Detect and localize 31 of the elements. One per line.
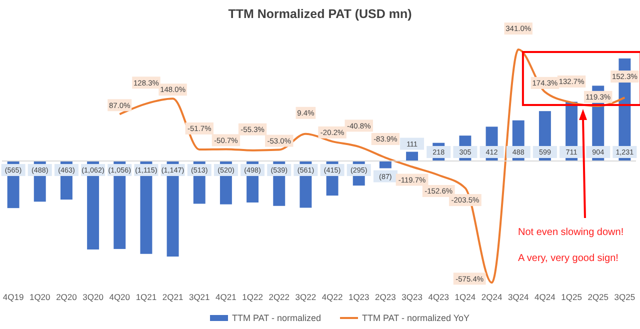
x-tick-label: 4Q20: [109, 292, 130, 302]
x-tick-label: 2Q23: [375, 292, 396, 302]
x-tick-label: 4Q21: [216, 292, 237, 302]
x-tick-label: 1Q23: [348, 292, 370, 302]
bar: [379, 161, 392, 168]
x-tick-label: 4Q22: [322, 292, 343, 302]
x-tick-label: 3Q23: [402, 292, 423, 302]
legend-label: TTM PAT - normalized: [232, 313, 322, 323]
annotation: A very, very good sign!: [518, 253, 618, 264]
chart-title: TTM Normalized PAT (USD mn): [228, 7, 412, 21]
x-tick-label: 1Q21: [136, 292, 157, 302]
x-tick-label: 3Q25: [614, 292, 636, 302]
x-tick-label: 4Q19: [2, 292, 24, 302]
x-tick-label: 1Q24: [454, 292, 476, 302]
x-tick-label: 2Q21: [162, 292, 184, 302]
x-tick-label: 1Q22: [242, 292, 264, 302]
x-tick-label: 3Q20: [82, 292, 104, 302]
bar: [406, 152, 418, 162]
x-tick-label: 2Q24: [481, 292, 502, 302]
x-tick-label: 3Q21: [188, 292, 210, 302]
x-tick-label: 4Q23: [428, 292, 450, 302]
x-tick-label: 2Q25: [588, 292, 609, 302]
x-tick-label: 3Q24: [508, 292, 530, 302]
annotation: Not even slowing down!: [518, 227, 624, 238]
x-tick-label: 1Q25: [561, 292, 582, 302]
x-tick-label: 4Q24: [534, 292, 556, 302]
x-tick-label: 2Q22: [268, 292, 290, 302]
x-tick-label: 1Q20: [29, 292, 51, 302]
x-tick-label: 2Q20: [56, 292, 78, 302]
legend-label: TTM PAT - normalized YoY: [362, 313, 470, 323]
x-tick-label: 3Q22: [295, 292, 316, 302]
